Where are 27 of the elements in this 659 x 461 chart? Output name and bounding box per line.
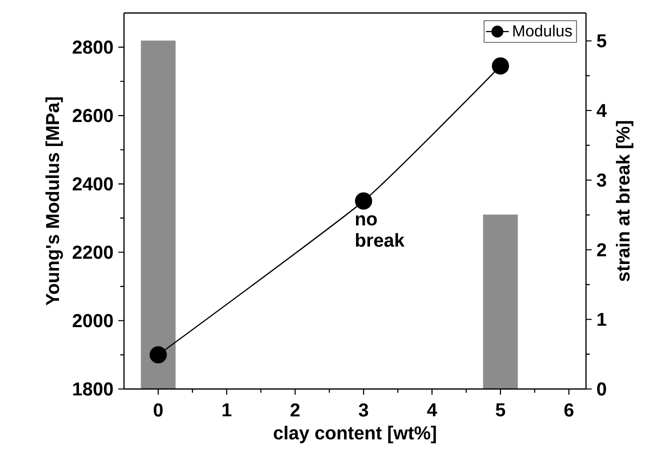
y2-tick-label: 2: [597, 243, 606, 256]
x-tick-label: 0: [154, 403, 163, 417]
point: [492, 57, 510, 75]
y-tick-label: 2400: [72, 177, 113, 191]
x-tick-label: 6: [564, 403, 574, 417]
x-tick-label: 3: [358, 403, 368, 417]
y-tick-label: 1800: [73, 382, 113, 396]
x-axis-title: clay content [wt%]: [274, 426, 436, 444]
point: [150, 346, 167, 364]
y-tick-label: 2200: [72, 246, 113, 259]
y-tick-label: 2800: [72, 40, 113, 54]
point: [354, 192, 372, 210]
y2-tick-label: 3: [596, 173, 606, 187]
y2-tick-label: 5: [596, 34, 606, 48]
y-tick-label: 2000: [72, 314, 113, 328]
y2-tick-label: 4: [596, 104, 607, 117]
legend-label: Modulus: [513, 24, 572, 37]
y2-axis-title: strain at break [%]: [616, 121, 634, 282]
x-tick-label: 4: [427, 403, 438, 416]
y-tick-label: 2600: [72, 108, 113, 122]
annotation: no break: [356, 215, 405, 247]
x-tick-label: 5: [496, 403, 506, 416]
x-tick-label: 2: [290, 403, 300, 416]
y2-tick-label: 1: [598, 312, 606, 326]
x-tick-label: 1: [222, 403, 232, 416]
y-axis-title: Young's Modulus [MPa]: [45, 97, 63, 306]
y2-tick-label: 0: [597, 382, 606, 396]
